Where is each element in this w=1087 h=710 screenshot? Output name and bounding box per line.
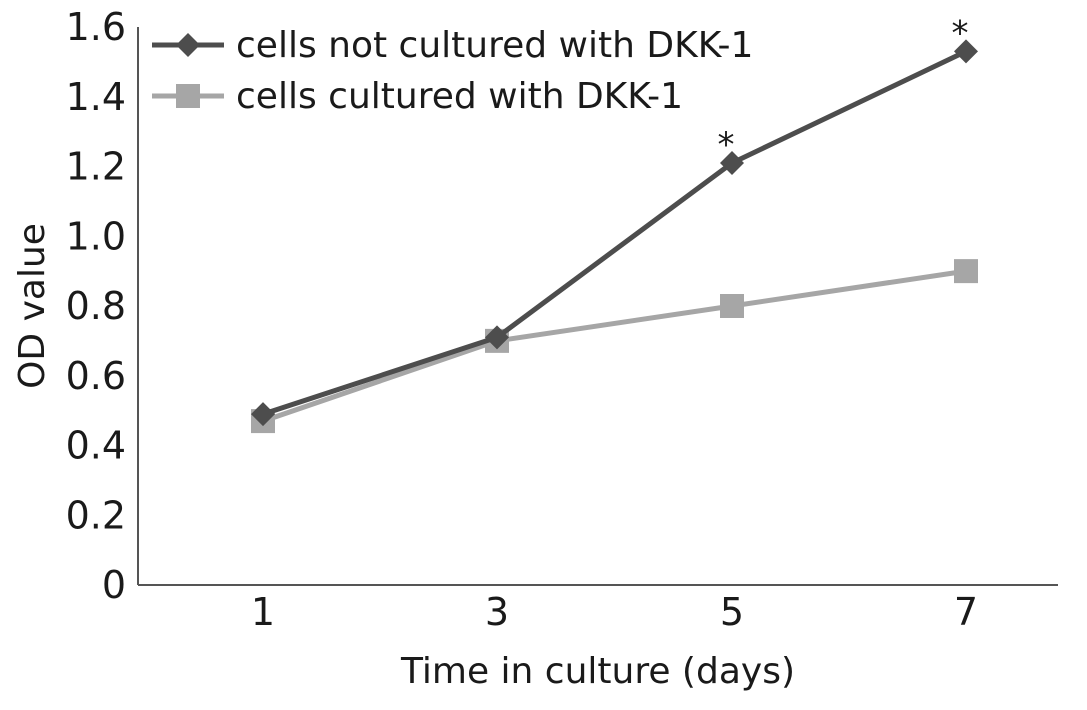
- legend-marker: [176, 33, 200, 57]
- series-line: [262, 268, 967, 424]
- y-tick-label: 0.8: [66, 284, 126, 328]
- legend-label: cells cultured with DKK-1: [236, 76, 683, 117]
- y-tick-label: 0.6: [66, 354, 126, 398]
- x-axis-title: Time in culture (days): [400, 651, 795, 692]
- y-tick-label: 0.4: [66, 424, 126, 468]
- x-tick-label: 1: [251, 590, 275, 634]
- data-point: [485, 325, 509, 350]
- significance-marker: *: [952, 13, 969, 53]
- series-line: [262, 49, 968, 417]
- data-point: [954, 39, 978, 64]
- x-tick-label: 7: [954, 590, 978, 634]
- y-tick-label: 0: [102, 563, 126, 607]
- data-point: [954, 259, 978, 284]
- legend-item: cells cultured with DKK-1: [152, 76, 683, 117]
- series-2: [251, 259, 978, 434]
- data-point: [720, 151, 744, 176]
- significance-marker: *: [718, 125, 735, 165]
- x-tick-label: 5: [720, 590, 744, 634]
- legend-label: cells not cultured with DKK-1: [236, 25, 753, 66]
- series-1: **: [251, 13, 978, 427]
- legend-item: cells not cultured with DKK-1: [152, 25, 753, 66]
- legend: cells not cultured with DKK-1 cells cultu…: [152, 25, 753, 117]
- y-tick-label: 1.4: [66, 75, 126, 119]
- y-tick-label: 1.0: [66, 214, 126, 258]
- y-tick-label: 0.2: [66, 493, 126, 537]
- y-tick-label: 1.6: [66, 5, 126, 49]
- y-tick-labels: 0 0.2 0.4 0.6 0.8 1.0 1.2 1.4 1.6: [66, 5, 126, 607]
- y-axis-title: OD value: [12, 223, 53, 389]
- series-layer: **: [251, 13, 978, 434]
- x-tick-label: 3: [485, 590, 509, 634]
- data-point: [251, 402, 275, 427]
- data-point: [720, 294, 744, 318]
- y-tick-label: 1.2: [66, 145, 126, 189]
- axes: [137, 27, 1058, 586]
- legend-marker: [176, 84, 200, 108]
- x-tick-labels: 1 3 5 7: [251, 590, 978, 634]
